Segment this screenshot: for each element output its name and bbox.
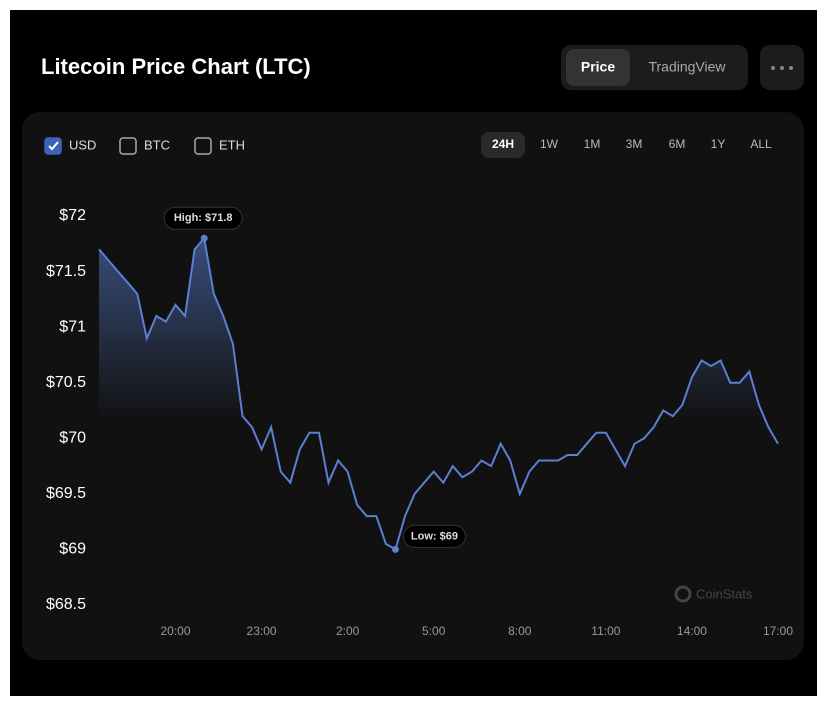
y-tick-label: $71.5	[46, 263, 86, 280]
checkbox[interactable]	[119, 137, 137, 155]
view-tab[interactable]: Price	[581, 59, 615, 75]
view-tab-bg[interactable]	[566, 49, 630, 86]
dot	[780, 66, 784, 70]
x-tick-label: 20:00	[160, 624, 190, 638]
annotation-bg	[402, 524, 466, 548]
x-tick-label: 5:00	[422, 624, 446, 638]
y-tick-label: $69	[59, 541, 86, 558]
checkbox[interactable]	[194, 137, 212, 155]
y-tick-label: $72	[59, 207, 86, 224]
y-tick-label: $70	[59, 430, 86, 447]
price-line	[98, 235, 779, 551]
y-tick-label: $69.5	[46, 485, 86, 502]
x-tick-label: 8:00	[508, 624, 532, 638]
low-annotation: Low: $69	[411, 530, 458, 542]
price-area	[99, 238, 778, 605]
currency-label[interactable]: USD	[69, 137, 96, 152]
high-point	[200, 234, 208, 242]
annotation-bg	[163, 206, 243, 230]
range-button[interactable]: ALL	[750, 137, 772, 151]
x-tick-label: 14:00	[677, 624, 707, 638]
y-tick-label: $70.5	[46, 374, 86, 391]
low-point	[391, 545, 399, 553]
range-button[interactable]: 1M	[584, 137, 601, 151]
page-title: Litecoin Price Chart (LTC)	[41, 54, 311, 79]
range-button[interactable]: 3M	[626, 137, 643, 151]
check	[48, 141, 59, 151]
currency-label[interactable]: BTC	[144, 137, 170, 152]
x-tick-label: 17:00	[763, 624, 793, 638]
y-tick-label: $71	[59, 318, 86, 335]
x-tick-label: 11:00	[591, 624, 620, 638]
range-button[interactable]: 24H	[492, 137, 514, 151]
y-tick-label: $68.5	[46, 596, 86, 613]
x-tick-label: 23:00	[247, 624, 277, 638]
currency-label[interactable]: ETH	[219, 137, 245, 152]
high-annotation: High: $71.8	[174, 212, 233, 224]
view-tab[interactable]: TradingView	[648, 59, 726, 75]
range-bg[interactable]	[481, 132, 525, 158]
range-button[interactable]: 1W	[540, 137, 559, 151]
range-button[interactable]: 1Y	[711, 137, 726, 151]
dot	[789, 66, 793, 70]
range-button[interactable]: 6M	[669, 137, 686, 151]
checkbox[interactable]	[44, 137, 62, 155]
dot	[771, 66, 775, 70]
x-tick-label: 2:00	[336, 624, 360, 638]
